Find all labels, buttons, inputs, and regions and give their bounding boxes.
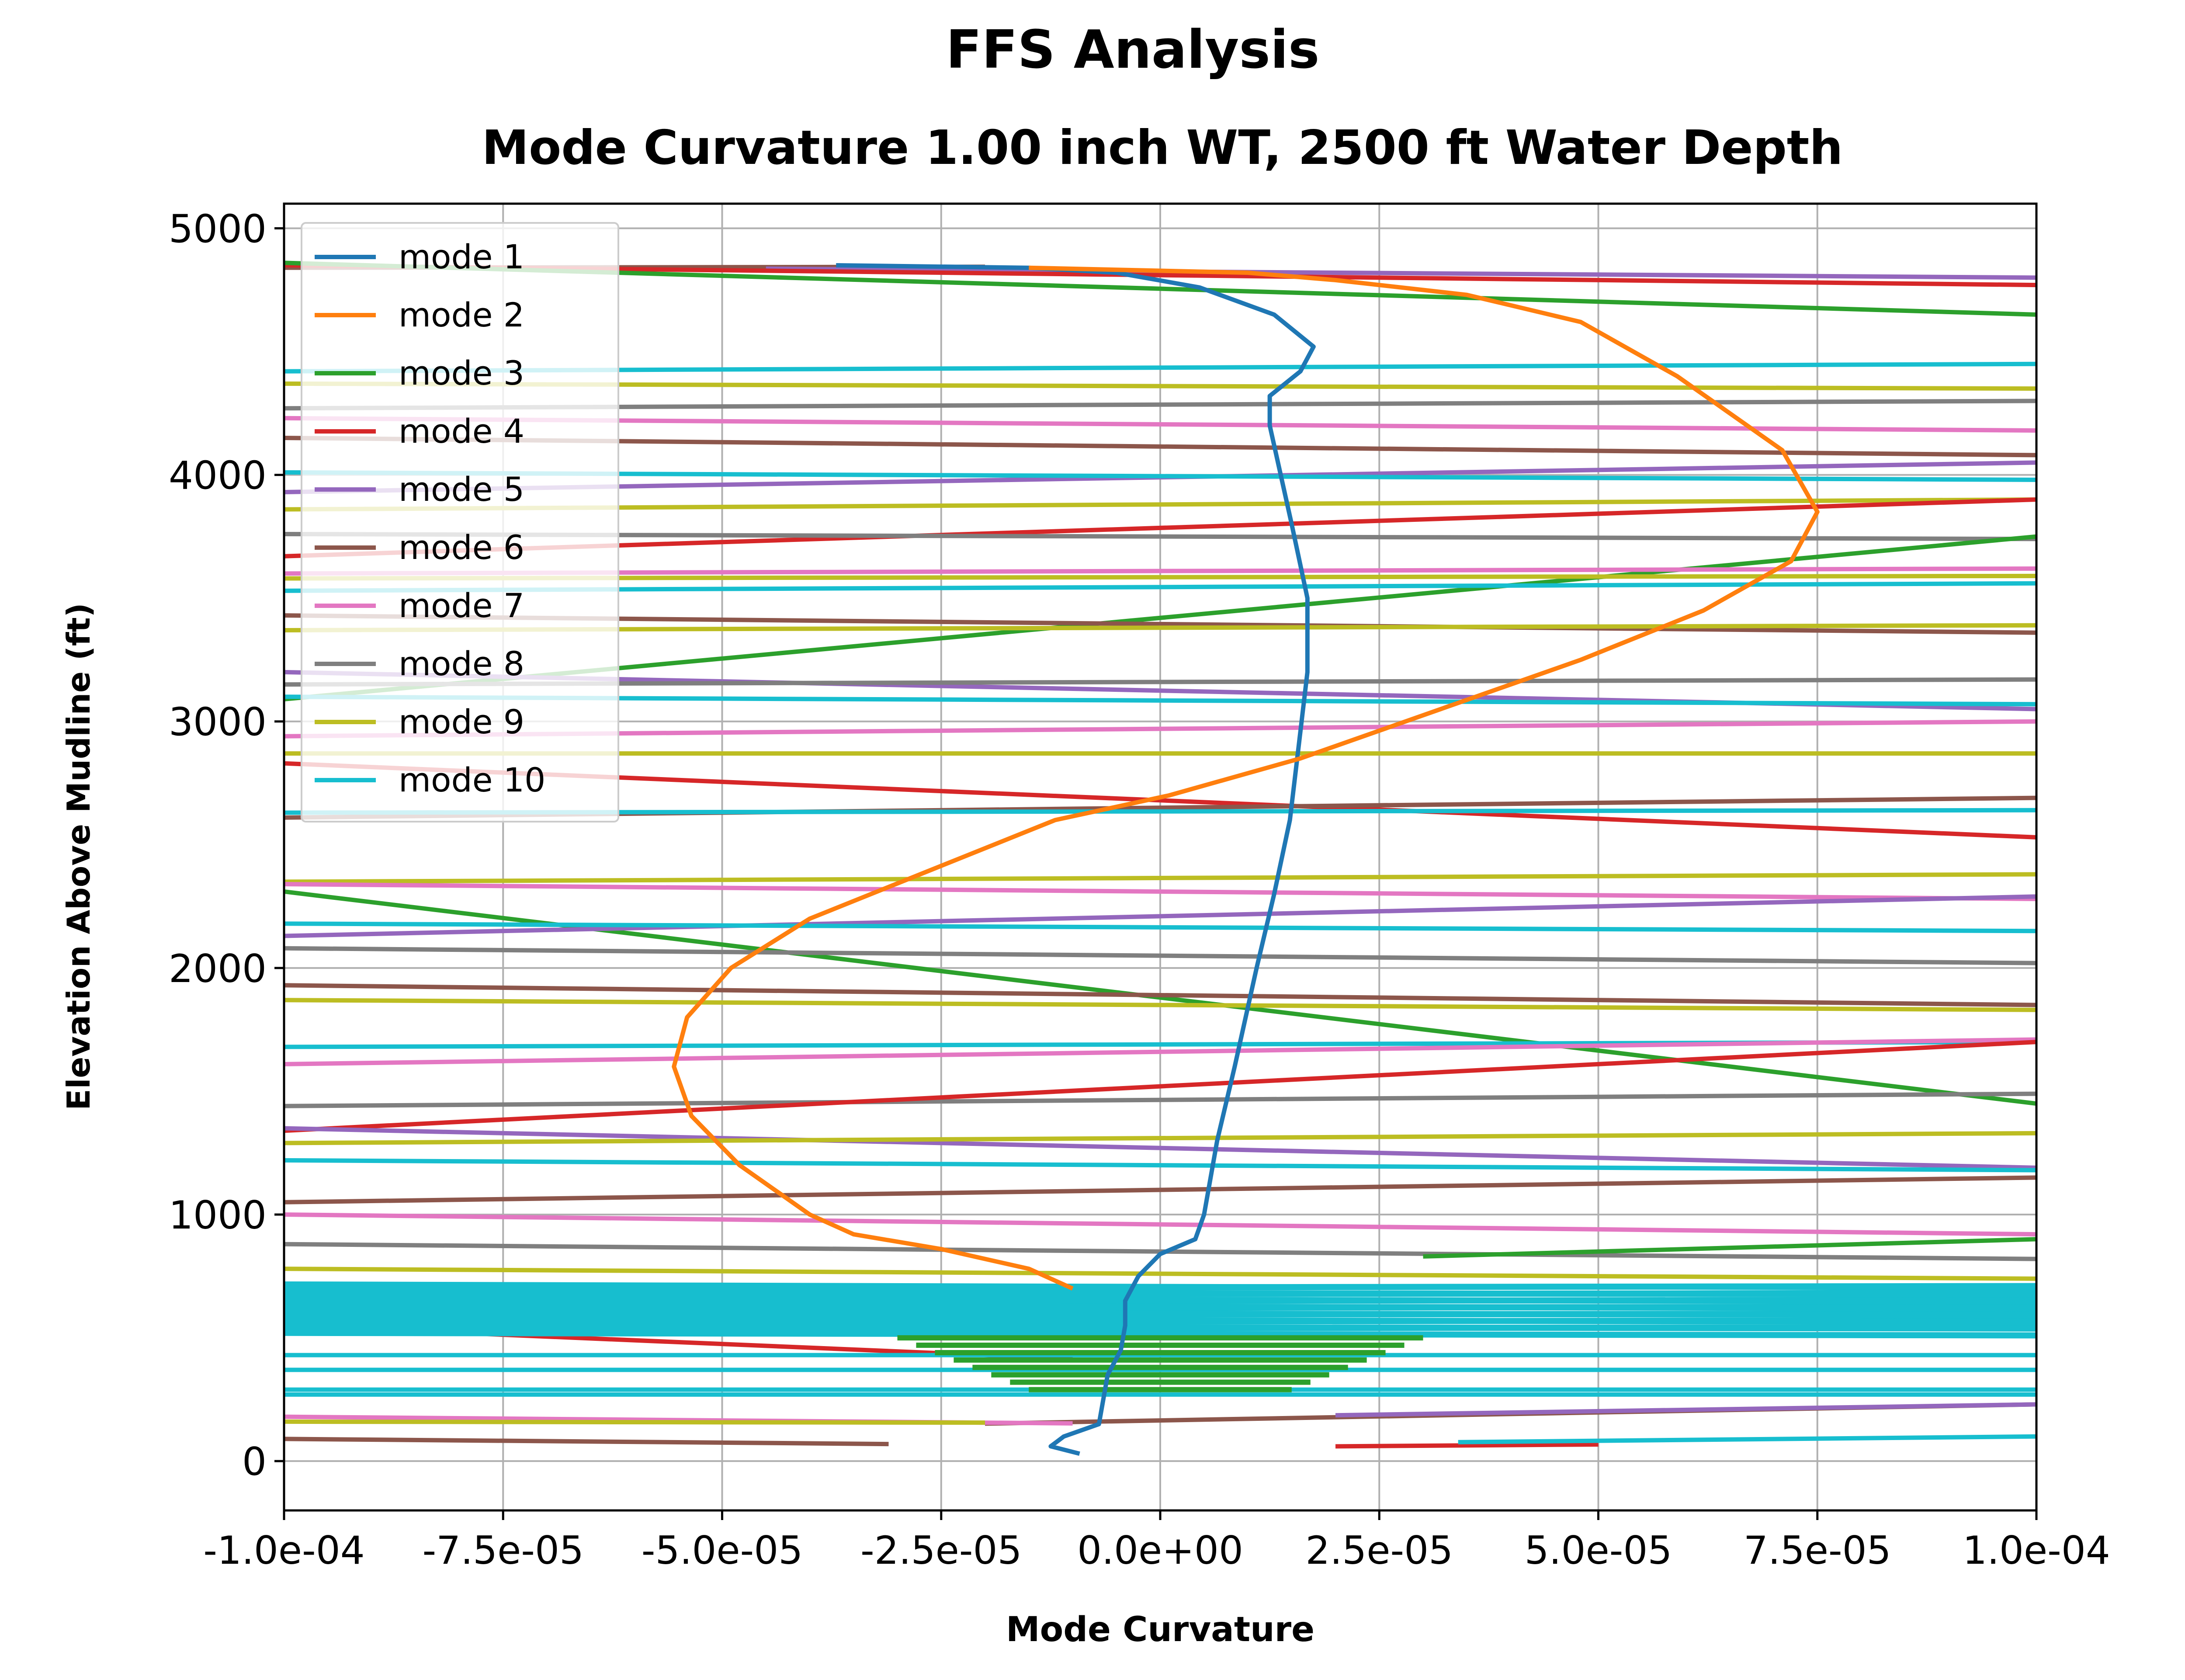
mode-line — [284, 1437, 889, 1447]
mode-line — [1335, 1442, 1599, 1449]
mode-line — [1335, 1402, 2036, 1418]
legend-label: mode 6 — [399, 528, 524, 567]
mode-line — [284, 998, 2036, 1012]
mode-10-band-line — [284, 1309, 2036, 1318]
mode-line — [284, 1158, 2036, 1173]
mode-line — [284, 983, 2036, 1007]
mode-line — [284, 882, 2036, 901]
x-tick-label: 5.0e-05 — [1525, 1528, 1672, 1573]
legend-box — [301, 222, 619, 823]
chart-title: FFS Analysis — [946, 20, 1320, 80]
x-tick-label: -1.0e-04 — [203, 1528, 365, 1573]
legend-label: mode 2 — [399, 295, 524, 334]
mode-line — [284, 1037, 2036, 1066]
mode-line — [284, 1212, 2036, 1237]
y-tick-label: 1000 — [169, 1193, 267, 1238]
mode-1-curve — [836, 263, 1316, 1456]
mode-10-band-line — [284, 1302, 2036, 1311]
legend-label: mode 9 — [399, 702, 524, 741]
x-tick-label: 0.0e+00 — [1077, 1528, 1243, 1573]
mode-line — [284, 1131, 2036, 1145]
mode-10-band-line — [284, 1323, 2036, 1332]
mode-line — [284, 946, 2036, 965]
y-tick-label: 3000 — [169, 700, 267, 745]
mode-line — [284, 1175, 2036, 1204]
y-axis-label: Elevation Above Mudline (ft) — [60, 603, 97, 1110]
mode-line — [284, 1126, 2036, 1170]
mode-line — [284, 872, 2036, 884]
mode-line — [284, 1267, 2036, 1281]
x-tick-label: 2.5e-05 — [1305, 1528, 1453, 1573]
legend-label: mode 5 — [399, 470, 524, 509]
mode-line — [284, 894, 2036, 938]
x-axis-label: Mode Curvature — [1006, 1610, 1314, 1649]
chart-subtitle: Mode Curvature 1.00 inch WT, 2500 ft Wat… — [482, 121, 1843, 175]
mode-2-curve — [672, 265, 1820, 1291]
mode-10-band-line — [284, 1289, 2036, 1298]
mode-line — [284, 1040, 2036, 1133]
x-tick-label: -2.5e-05 — [860, 1528, 1022, 1573]
y-tick-label: 2000 — [169, 946, 267, 991]
legend-label: mode 10 — [399, 760, 545, 799]
legend-label: mode 7 — [399, 586, 524, 625]
mode-10-band-line — [284, 1316, 2036, 1325]
y-tick-label: 0 — [242, 1439, 267, 1484]
y-tick-label: 5000 — [169, 206, 267, 251]
x-tick-label: -7.5e-05 — [422, 1528, 584, 1573]
mode-line — [1423, 1237, 2036, 1259]
legend-label: mode 4 — [399, 412, 524, 451]
mode-line — [1458, 1434, 2036, 1444]
y-tick-label: 4000 — [169, 453, 267, 498]
mode-10-band-line — [284, 1283, 2036, 1292]
x-tick-label: -5.0e-05 — [642, 1528, 803, 1573]
mode-line — [284, 1091, 2036, 1108]
legend-label: mode 3 — [399, 354, 524, 392]
x-tick-label: 7.5e-05 — [1744, 1528, 1891, 1573]
mode-line — [766, 266, 2036, 280]
legend-label: mode 1 — [399, 237, 524, 276]
mode-10-band-line — [284, 1295, 2036, 1305]
mode-line — [284, 1242, 2036, 1261]
legend: mode 1 mode 2 mode 3 mode 4 mode 5 mode 6 mode… — [301, 222, 619, 823]
ticks-layer: -1.0e-04 -7.5e-05 -5.0e-05 -2.5e-05 0.0e+00 2… — [169, 206, 2110, 1573]
x-tick-label: 1.0e-04 — [1963, 1528, 2110, 1573]
mode-10-band-line — [284, 1329, 2036, 1339]
mode-line — [284, 921, 2036, 934]
mode-line — [284, 1419, 985, 1425]
legend-label: mode 8 — [399, 644, 524, 683]
lines-layer — [284, 260, 2036, 1456]
